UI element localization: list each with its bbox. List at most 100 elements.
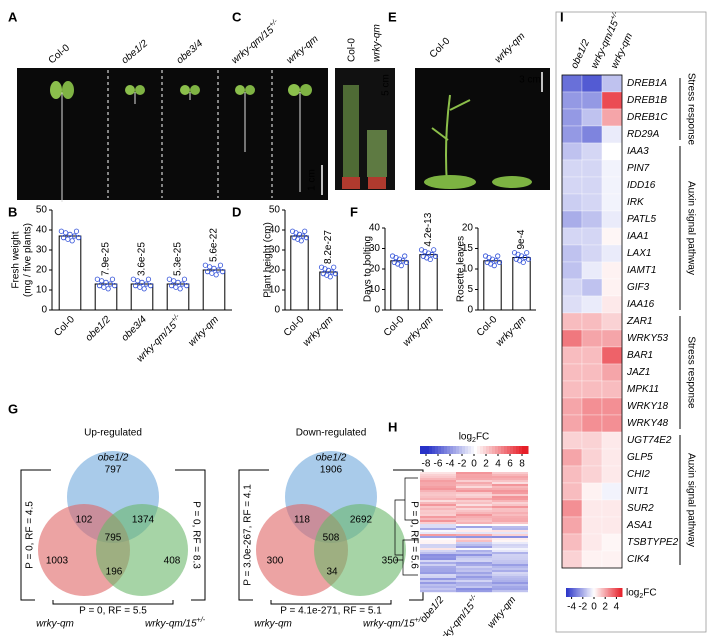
heatmap-cell <box>456 520 492 523</box>
colorbar-step <box>510 446 514 454</box>
heatmap-cell <box>581 74 603 93</box>
test-stat: P = 0, RF = 8.3 <box>190 501 201 569</box>
heatmap-cell <box>420 514 456 517</box>
heatmap-cell <box>561 397 583 416</box>
heatmap-cell <box>601 465 623 484</box>
heatmap-cell <box>581 261 603 280</box>
heatmap-cell <box>420 570 456 573</box>
heatmap-cell <box>456 532 492 535</box>
leaf <box>235 85 245 95</box>
panel-label: B <box>8 204 17 219</box>
heatmap-cell <box>492 546 528 549</box>
colorbar-step <box>438 446 442 454</box>
heatmap-cell <box>456 574 492 577</box>
sample-point <box>94 276 100 282</box>
leaf <box>125 85 135 95</box>
heatmap-cell <box>492 586 528 589</box>
heatmap-cell <box>492 482 528 485</box>
heatmap-cell <box>561 550 583 569</box>
heatmap-cell <box>492 550 528 553</box>
venn-count: 102 <box>76 515 93 526</box>
colorbar-step <box>477 446 481 454</box>
heatmap-cell <box>561 499 583 518</box>
heatmap-cell <box>492 536 528 539</box>
sample-point <box>525 256 532 262</box>
bar <box>58 235 82 311</box>
heatmap-cell <box>420 484 456 487</box>
venn-count: 350 <box>382 556 399 567</box>
gene-label: GIF3 <box>627 282 650 293</box>
heatmap-cell <box>581 125 603 144</box>
heatmap-cell <box>601 142 623 161</box>
colorbar-step <box>471 446 475 454</box>
heatmap-cell <box>420 480 456 483</box>
colorbar-step <box>489 446 493 454</box>
heatmap-cell <box>492 524 528 527</box>
heatmap-cell <box>492 582 528 585</box>
heatmap-cell <box>420 584 456 587</box>
p-value: 7.9e-25 <box>101 242 112 276</box>
heatmap-cell <box>581 193 603 212</box>
y-tick-label: 50 <box>36 205 48 216</box>
leaf <box>50 81 62 99</box>
gene-label: IAA16 <box>627 299 655 310</box>
y-tick-label: 10 <box>269 285 281 296</box>
heatmap-cell <box>492 528 528 531</box>
leaf <box>288 84 300 96</box>
heatmap-cell <box>420 580 456 583</box>
heatmap-cell <box>561 227 583 246</box>
heatmap-cell <box>492 512 528 515</box>
heatmap-cell <box>420 564 456 567</box>
sample-point <box>71 233 77 239</box>
sample-point <box>105 286 111 292</box>
sample-point <box>143 281 149 287</box>
gene-label: TSBTYPE2 <box>627 537 679 548</box>
heatmap-cell <box>456 566 492 569</box>
colorbar-step <box>616 588 619 597</box>
colorbar-step <box>468 446 472 454</box>
genotype-label: Col-0 <box>347 38 358 62</box>
gene-label: WRKY18 <box>627 401 669 412</box>
heatmap-cell <box>581 210 603 229</box>
heatmap-cell <box>420 548 456 551</box>
colorbar-step <box>613 588 616 597</box>
heatmap-cell <box>456 546 492 549</box>
colorbar-step <box>459 446 463 454</box>
heatmap-cell <box>581 227 603 246</box>
colorbar-step <box>513 446 517 454</box>
colorbar-tick-label: 4 <box>495 459 501 470</box>
y-tick-label: 15 <box>462 243 474 254</box>
heatmap-cell <box>561 346 583 365</box>
colorbar-step <box>567 588 570 597</box>
heatmap-cell <box>492 502 528 505</box>
colorbar-tick-label: -6 <box>434 459 443 470</box>
heatmap-cell <box>456 518 492 521</box>
gene-label: PIN7 <box>627 163 650 174</box>
dendrogram <box>394 477 418 576</box>
y-tick-label: 10 <box>369 284 381 295</box>
heatmap-cell <box>456 544 492 547</box>
heatmap-cell <box>601 482 623 501</box>
set-label: wrky-qm/15+/- <box>145 617 206 629</box>
heatmap-cell <box>456 542 492 545</box>
sample-point <box>427 256 433 263</box>
colorbar-step <box>591 588 594 597</box>
colorbar-step <box>426 446 430 454</box>
heatmap-cell <box>601 363 623 382</box>
colorbar-step <box>501 446 505 454</box>
test-stat: P = 0, RF = 5.6 <box>408 501 419 569</box>
bar <box>390 260 409 311</box>
colorbar-step <box>589 588 592 597</box>
heatmap-cell <box>581 142 603 161</box>
heatmap-cell <box>561 108 583 127</box>
colorbar-step <box>462 446 466 454</box>
colorbar-step <box>450 446 454 454</box>
heatmap-cell <box>456 522 492 525</box>
heatmap-cell <box>456 484 492 487</box>
heatmap-cell <box>456 554 492 557</box>
colorbar-step <box>486 446 490 454</box>
heatmap-cell <box>492 506 528 509</box>
sample-point <box>141 286 147 292</box>
heatmap-cell <box>420 544 456 547</box>
heatmap-cell <box>581 465 603 484</box>
